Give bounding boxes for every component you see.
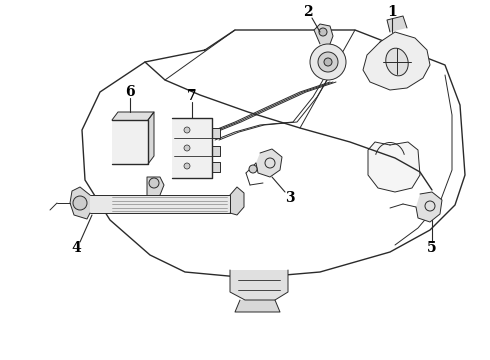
Polygon shape	[212, 128, 220, 138]
Text: 4: 4	[71, 241, 81, 255]
Text: 6: 6	[125, 85, 135, 99]
Circle shape	[184, 163, 190, 169]
Polygon shape	[235, 300, 280, 312]
Text: 5: 5	[427, 241, 437, 255]
Polygon shape	[70, 187, 90, 219]
Circle shape	[73, 196, 87, 210]
Circle shape	[324, 58, 332, 66]
Text: 2: 2	[303, 5, 313, 19]
Circle shape	[318, 52, 338, 72]
Polygon shape	[368, 142, 420, 192]
Polygon shape	[387, 16, 407, 32]
Ellipse shape	[386, 48, 408, 76]
Polygon shape	[112, 120, 148, 164]
Circle shape	[149, 178, 159, 188]
Polygon shape	[212, 146, 220, 156]
Polygon shape	[212, 162, 220, 172]
Polygon shape	[90, 195, 230, 213]
Text: 1: 1	[387, 5, 397, 19]
Text: 3: 3	[285, 191, 295, 205]
Polygon shape	[147, 177, 164, 195]
Circle shape	[184, 145, 190, 151]
Polygon shape	[172, 118, 212, 178]
Polygon shape	[148, 112, 154, 164]
Polygon shape	[256, 149, 282, 177]
Circle shape	[310, 44, 346, 80]
Polygon shape	[230, 187, 244, 215]
Circle shape	[249, 165, 257, 173]
Polygon shape	[230, 270, 288, 300]
Polygon shape	[112, 112, 154, 120]
Polygon shape	[314, 24, 333, 44]
Polygon shape	[363, 32, 430, 90]
Circle shape	[184, 127, 190, 133]
Polygon shape	[416, 192, 442, 222]
Text: 7: 7	[187, 89, 197, 103]
Circle shape	[319, 28, 327, 36]
